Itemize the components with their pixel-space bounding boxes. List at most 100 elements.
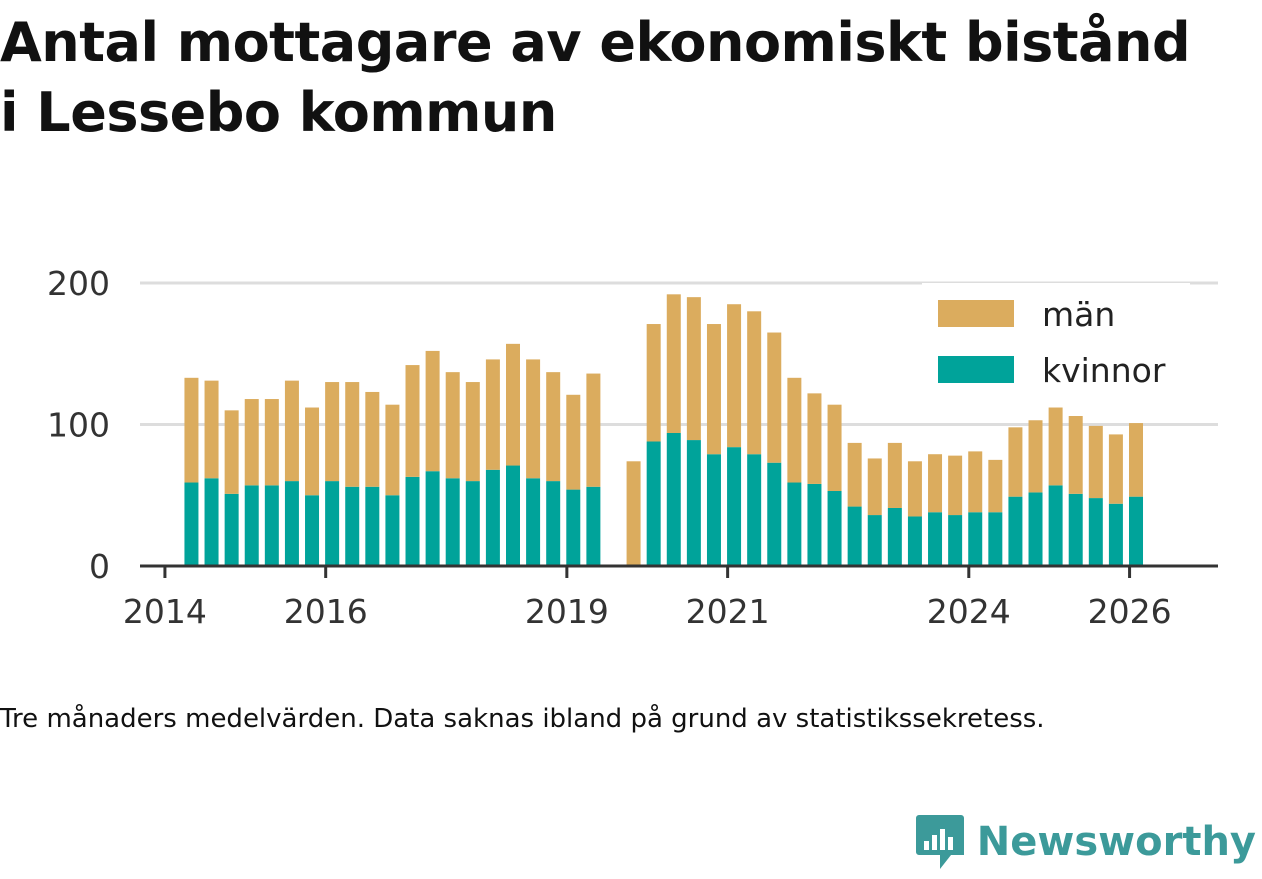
bar-man-10 bbox=[385, 404, 400, 496]
y-tick-label-200: 200 bbox=[47, 264, 110, 303]
bar-kvinnor-7 bbox=[325, 481, 340, 566]
bar-man-32 bbox=[847, 442, 862, 507]
title-line-2: i Lessebo kommun bbox=[0, 81, 557, 144]
bar-kvinnor-25 bbox=[706, 454, 721, 566]
y-axis-ticks: 0 100 200 bbox=[47, 264, 110, 586]
legend-swatch-kvinnor bbox=[938, 356, 1014, 383]
bar-man-0 bbox=[184, 377, 199, 483]
bar-man-3 bbox=[244, 399, 259, 486]
bar-kvinnor-1 bbox=[204, 478, 219, 566]
bar-kvinnor-22 bbox=[646, 441, 661, 566]
x-tick-label-2014: 2014 bbox=[123, 592, 207, 631]
bar-kvinnor-32 bbox=[847, 506, 862, 566]
title-line-1: Antal mottagare av ekonomiskt bistånd bbox=[0, 11, 1191, 74]
bar-man-36 bbox=[928, 454, 943, 513]
bar-man-21 bbox=[626, 461, 641, 566]
bar-man-46 bbox=[1129, 423, 1144, 497]
bar-man-25 bbox=[706, 324, 721, 455]
chart-caption: Tre månaders medelvärden. Data saknas ib… bbox=[0, 704, 1045, 734]
bar-man-24 bbox=[686, 297, 701, 441]
y-tick-label-0: 0 bbox=[89, 547, 110, 586]
bar-kvinnor-39 bbox=[988, 512, 1003, 566]
bar-kvinnor-23 bbox=[666, 432, 681, 566]
bar-kvinnor-40 bbox=[1008, 496, 1023, 566]
bar-man-34 bbox=[887, 442, 902, 508]
legend: män kvinnor bbox=[922, 283, 1190, 397]
bar-kvinnor-6 bbox=[305, 495, 320, 566]
bar-kvinnor-16 bbox=[505, 465, 520, 566]
bar-kvinnor-15 bbox=[485, 469, 500, 566]
bar-man-15 bbox=[485, 359, 500, 470]
bar-man-5 bbox=[284, 380, 299, 482]
bar-kvinnor-14 bbox=[465, 481, 480, 566]
bar-man-6 bbox=[305, 407, 320, 496]
bar-man-45 bbox=[1108, 434, 1123, 504]
bar-kvinnor-41 bbox=[1028, 492, 1043, 566]
bar-kvinnor-29 bbox=[787, 482, 802, 566]
bar-man-12 bbox=[425, 350, 440, 472]
bar-man-31 bbox=[827, 404, 842, 492]
bar-man-7 bbox=[325, 382, 340, 482]
bar-kvinnor-10 bbox=[385, 495, 400, 566]
bar-man-23 bbox=[666, 294, 681, 433]
bar-kvinnor-13 bbox=[445, 478, 460, 566]
bar-kvinnor-31 bbox=[827, 491, 842, 566]
bar-man-16 bbox=[505, 343, 520, 466]
bar-kvinnor-38 bbox=[968, 512, 983, 566]
x-tick-label-2016: 2016 bbox=[284, 592, 368, 631]
bar-kvinnor-44 bbox=[1088, 498, 1103, 566]
bar-kvinnor-30 bbox=[807, 483, 822, 566]
bar-kvinnor-35 bbox=[907, 516, 922, 566]
bar-man-26 bbox=[727, 304, 742, 448]
bar-man-27 bbox=[747, 311, 762, 455]
bar-kvinnor-12 bbox=[425, 471, 440, 566]
bar-man-37 bbox=[948, 455, 963, 516]
bar-man-9 bbox=[365, 391, 380, 487]
newsworthy-logo-icon bbox=[915, 815, 964, 869]
bar-kvinnor-28 bbox=[767, 462, 782, 566]
legend-label-man: män bbox=[1042, 295, 1115, 334]
bar-kvinnor-19 bbox=[566, 489, 581, 566]
bar-kvinnor-18 bbox=[546, 481, 561, 566]
bar-man-38 bbox=[968, 451, 983, 513]
newsworthy-brand: Newsworthy bbox=[915, 813, 1256, 871]
bar-man-20 bbox=[586, 373, 601, 487]
bar-kvinnor-2 bbox=[224, 493, 239, 566]
bar-man-19 bbox=[566, 394, 581, 490]
bar-man-4 bbox=[264, 399, 279, 486]
bar-kvinnor-36 bbox=[928, 512, 943, 566]
chart-title: Antal mottagare av ekonomiskt bistånd i … bbox=[0, 8, 1262, 148]
bar-kvinnor-45 bbox=[1108, 503, 1123, 566]
bar-kvinnor-42 bbox=[1048, 485, 1063, 566]
bar-kvinnor-33 bbox=[867, 515, 882, 566]
bar-kvinnor-46 bbox=[1129, 496, 1144, 566]
legend-swatch-man bbox=[938, 300, 1014, 327]
bar-kvinnor-34 bbox=[887, 507, 902, 566]
bar-man-42 bbox=[1048, 407, 1063, 486]
bar-man-39 bbox=[988, 459, 1003, 513]
bar-kvinnor-11 bbox=[405, 476, 420, 566]
x-axis-ticks: 2014 2016 2019 2021 2024 2026 bbox=[123, 566, 1172, 631]
bar-kvinnor-8 bbox=[345, 486, 360, 566]
bar-kvinnor-24 bbox=[686, 440, 701, 566]
bar-man-1 bbox=[204, 380, 219, 479]
bar-kvinnor-43 bbox=[1068, 493, 1083, 566]
bar-kvinnor-4 bbox=[264, 485, 279, 566]
legend-label-kvinnor: kvinnor bbox=[1042, 351, 1166, 390]
bar-man-40 bbox=[1008, 427, 1023, 497]
bars bbox=[184, 294, 1144, 566]
bar-man-13 bbox=[445, 372, 460, 479]
bar-kvinnor-3 bbox=[244, 485, 259, 566]
bar-man-22 bbox=[646, 324, 661, 442]
bar-man-44 bbox=[1088, 425, 1103, 499]
bar-kvinnor-17 bbox=[526, 478, 541, 566]
brand-name: Newsworthy bbox=[976, 819, 1256, 865]
x-tick-label-2019: 2019 bbox=[525, 592, 609, 631]
bar-kvinnor-37 bbox=[948, 515, 963, 566]
bar-man-30 bbox=[807, 393, 822, 484]
bar-kvinnor-26 bbox=[727, 447, 742, 566]
bar-kvinnor-20 bbox=[586, 486, 601, 566]
bar-man-17 bbox=[526, 359, 541, 479]
x-tick-label-2024: 2024 bbox=[927, 592, 1011, 631]
bar-man-41 bbox=[1028, 420, 1043, 493]
